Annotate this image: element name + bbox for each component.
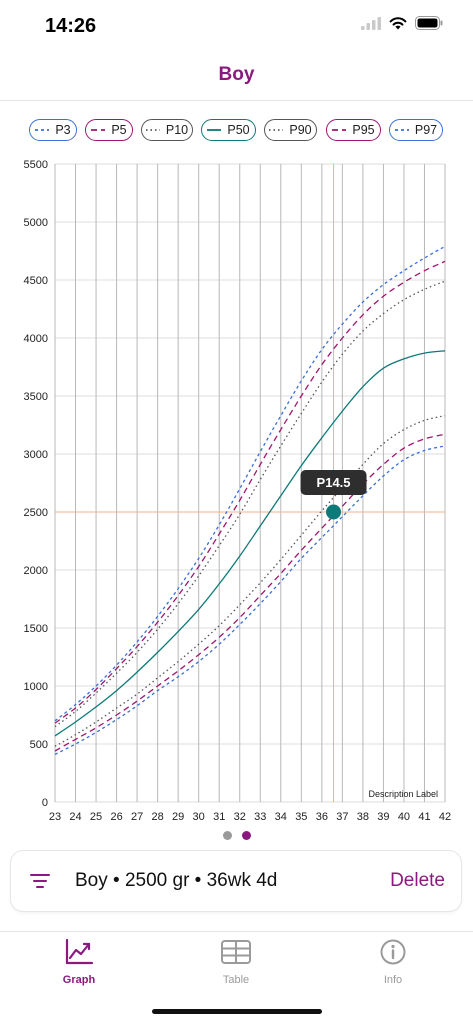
nav-divider xyxy=(0,100,473,101)
marker-tooltip xyxy=(300,470,367,495)
x-tick-label: 39 xyxy=(377,811,389,823)
legend-item-p10[interactable]: P10 xyxy=(141,119,193,141)
series-p3-line xyxy=(54,445,446,755)
x-tick-label: 30 xyxy=(193,811,205,823)
x-tick-label: 36 xyxy=(316,811,328,823)
status-icons xyxy=(361,16,443,30)
x-tick-label: 38 xyxy=(357,811,369,823)
legend-item-p90[interactable]: P90 xyxy=(264,119,317,141)
marker-tooltip-label: P14.5 xyxy=(317,475,351,490)
x-tick-label: 35 xyxy=(295,811,307,823)
legend-swatch xyxy=(332,129,347,131)
x-tick-label: 31 xyxy=(213,811,225,823)
chart-grid xyxy=(54,163,446,803)
series-p50-line xyxy=(54,350,446,737)
x-tick-label: 28 xyxy=(152,811,164,823)
tab-info[interactable]: Info xyxy=(333,938,453,986)
legend-swatch xyxy=(145,129,160,131)
legend-item-p95[interactable]: P95 xyxy=(326,119,381,141)
tabbar-divider xyxy=(0,931,473,932)
x-tick-label: 27 xyxy=(131,811,143,823)
wifi-icon xyxy=(389,17,407,30)
tab-info-label: Info xyxy=(383,974,403,986)
x-tick-label: 29 xyxy=(172,811,184,823)
y-tick-label: 4000 xyxy=(24,333,48,345)
legend-swatch xyxy=(35,129,50,131)
legend-label: P50 xyxy=(227,123,250,137)
legend-swatch xyxy=(91,129,106,131)
series-p97-line xyxy=(54,245,446,722)
y-tick-label: 4500 xyxy=(24,275,48,287)
page-title: Boy xyxy=(218,64,255,85)
y-tick-label: 3000 xyxy=(24,449,48,461)
tab-table-label: Table xyxy=(222,974,250,986)
y-tick-label: 500 xyxy=(30,739,48,751)
y-tick-label: 1500 xyxy=(24,623,48,635)
x-tick-label: 25 xyxy=(90,811,102,823)
x-tick-label: 42 xyxy=(439,811,451,823)
filter-icon[interactable] xyxy=(29,870,51,892)
home-indicator xyxy=(152,1009,322,1014)
legend-swatch xyxy=(207,129,222,131)
chart-icon xyxy=(65,938,94,965)
tab-table[interactable]: Table xyxy=(176,938,296,986)
series-p95-line xyxy=(54,260,446,724)
chart-annotation: Description Label xyxy=(368,789,438,799)
series-p10-line xyxy=(54,415,446,747)
legend-label: P10 xyxy=(165,123,189,137)
y-tick-label: 1000 xyxy=(24,681,48,693)
legend-item-p3[interactable]: P3 xyxy=(29,119,77,141)
legend-swatch xyxy=(269,129,284,131)
status-bar: 14:26 xyxy=(0,0,473,54)
page-dot-1[interactable] xyxy=(222,831,232,840)
y-tick-label: 2500 xyxy=(24,507,48,519)
legend-label: P5 xyxy=(111,123,127,137)
series-p5-line xyxy=(54,433,446,752)
tab-graph-label: Graph xyxy=(62,974,96,986)
legend-item-p5[interactable]: P5 xyxy=(85,119,133,141)
y-tick-label: 5000 xyxy=(24,217,48,229)
x-tick-label: 34 xyxy=(275,811,287,823)
y-tick-label: 0 xyxy=(42,797,48,809)
page-dot-2[interactable] xyxy=(241,831,251,840)
x-tick-label: 33 xyxy=(254,811,266,823)
legend-item-p50[interactable]: P50 xyxy=(201,119,256,141)
legend-label: P97 xyxy=(414,123,438,137)
battery-icon xyxy=(415,16,443,30)
x-tick-label: 23 xyxy=(49,811,61,823)
x-tick-label: 32 xyxy=(234,811,246,823)
x-tick-label: 40 xyxy=(398,811,410,823)
page-indicator[interactable] xyxy=(0,831,473,840)
legend-swatch xyxy=(394,129,409,131)
x-tick-label: 37 xyxy=(336,811,348,823)
legend-label: P90 xyxy=(289,123,312,137)
table-icon xyxy=(221,940,251,964)
x-tick-label: 41 xyxy=(418,811,430,823)
cellular-signal-icon xyxy=(361,16,381,30)
summary-card: Boy • 2500 gr • 36wk 4d Delete xyxy=(11,851,461,911)
status-time: 14:26 xyxy=(45,15,97,37)
info-icon xyxy=(380,939,406,965)
legend-label: P3 xyxy=(55,123,71,137)
growth-chart: 0 500 1000 1500 2000 2500 3000 3500 4000 4500 5000… xyxy=(24,159,452,823)
y-tick-label: 3500 xyxy=(24,391,48,403)
tab-graph[interactable]: Graph xyxy=(19,938,139,986)
legend-item-p97[interactable]: P97 xyxy=(389,119,443,141)
series-p90-line xyxy=(54,280,446,728)
y-tick-label: 2000 xyxy=(24,565,48,577)
legend-label: P95 xyxy=(352,123,375,137)
delete-button[interactable]: Delete xyxy=(390,870,445,891)
y-tick-label: 5500 xyxy=(24,159,48,171)
patient-marker[interactable] xyxy=(326,504,342,520)
x-tick-label: 26 xyxy=(110,811,122,823)
x-tick-label: 24 xyxy=(69,811,81,823)
summary-text: Boy • 2500 gr • 36wk 4d xyxy=(75,870,278,891)
